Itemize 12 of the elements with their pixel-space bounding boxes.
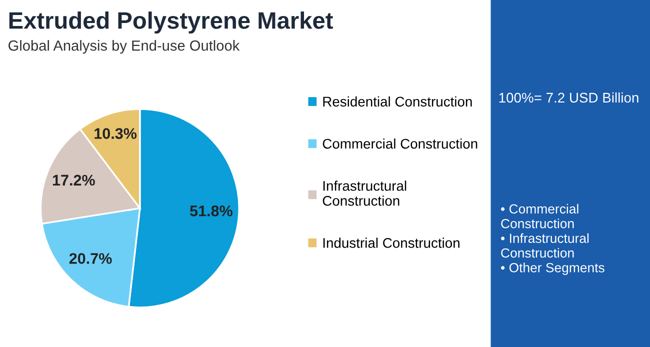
data-label: 51.8% [190,206,232,216]
legend-label: Industrial Construction [323,238,460,248]
chart-title: Extruded Polystyrene Market [9,12,333,34]
data-label: 10.3% [94,128,137,139]
chart-subtitle: Global Analysis by End-use Outlook [8,40,240,54]
text: • Commercial Construction • Infrastructural Construction • Other Segments [501,204,604,275]
legend-label: Infrastructural Construction [322,180,406,206]
data-label: 20.7% [69,253,112,264]
data-label: 17.2% [52,174,95,186]
legend-label: Residential Construction [323,96,472,107]
legend-label: Commercial Construction [322,138,478,149]
text: 100%= 7.2 USD Billion [499,92,638,103]
